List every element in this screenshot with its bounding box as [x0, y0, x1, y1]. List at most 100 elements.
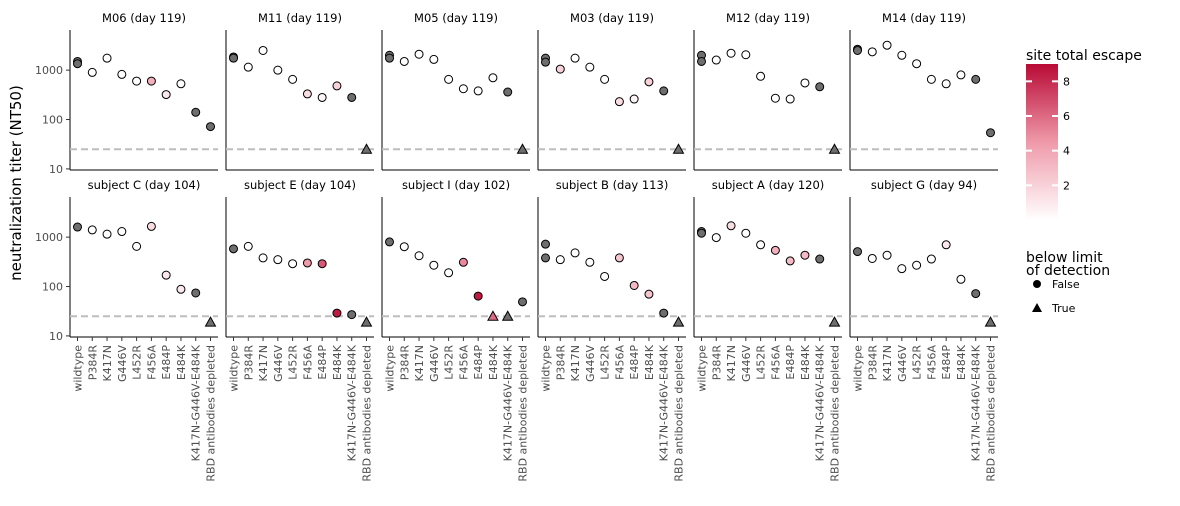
data-point-triangle [672, 143, 685, 154]
data-point [555, 64, 565, 74]
data-point [555, 255, 565, 265]
data-point [926, 254, 936, 264]
data-point [444, 74, 454, 84]
data-point [73, 222, 82, 232]
data-point [585, 257, 595, 267]
data-point [161, 270, 171, 280]
data-point [926, 74, 936, 84]
data-point [473, 86, 483, 96]
x-tick-label: wildtype [852, 345, 865, 392]
data-point [243, 241, 253, 251]
x-tick-label: E484K [799, 344, 812, 380]
x-tick-label: K417N [101, 345, 114, 381]
data-point [473, 291, 483, 301]
data-point [399, 56, 409, 66]
y-tick-label: 10 [49, 163, 63, 176]
data-point [541, 57, 550, 67]
data-point [161, 90, 171, 100]
x-tick-label: F456A [145, 345, 158, 380]
data-point [117, 227, 127, 237]
colorbar-tick-label: 8 [1063, 75, 1070, 88]
data-point [73, 59, 82, 69]
x-tick-label: wildtype [696, 345, 709, 392]
data-point [785, 256, 795, 266]
data-point [288, 74, 298, 84]
data-point [726, 221, 736, 231]
x-tick-label: K417N [569, 345, 582, 381]
legend-triangle-marker [1032, 303, 1042, 312]
data-point-triangle [672, 316, 685, 327]
panel-title: M05 (day 119) [414, 11, 498, 25]
data-point [414, 251, 424, 261]
data-point [458, 257, 468, 267]
panel-title: subject G (day 94) [871, 178, 977, 192]
data-point [800, 78, 810, 88]
data-point [711, 55, 721, 65]
x-tick-label: RBD antibodies depleted [205, 345, 218, 482]
data-point [644, 77, 654, 87]
x-tick-label: RBD antibodies depleted [517, 345, 530, 482]
data-point [971, 289, 981, 299]
data-point [956, 70, 966, 80]
x-tick-label: RBD antibodies depleted [829, 345, 842, 482]
data-point [132, 76, 142, 86]
data-point-triangle [516, 143, 529, 154]
data-point [176, 79, 186, 89]
panel-title: subject I (day 102) [402, 178, 510, 192]
data-point-triangle [204, 316, 217, 327]
color-legend: site total escape 2 4 6 8 [1026, 48, 1142, 220]
data-point [867, 253, 877, 263]
x-tick-label: P384R [710, 345, 723, 381]
x-tick-label: E484P [784, 345, 797, 380]
x-tick-label: G446V [584, 345, 597, 383]
data-point [243, 62, 253, 72]
data-point [176, 284, 186, 294]
data-point [317, 259, 327, 269]
data-point [132, 241, 142, 251]
panel-title: M11 (day 119) [258, 11, 342, 25]
x-tick-label: L452R [131, 345, 144, 380]
data-point [229, 244, 238, 254]
data-point [302, 89, 312, 99]
color-legend-title: site total escape [1026, 48, 1142, 64]
colorbar-tick-label: 6 [1063, 110, 1070, 123]
data-point [191, 288, 201, 298]
data-point [102, 229, 112, 239]
x-tick-label: K417N-G446V-E484K [658, 344, 671, 461]
data-point [385, 53, 394, 63]
x-tick-label: E484K [487, 344, 500, 380]
data-point [629, 94, 639, 104]
data-point [941, 79, 951, 89]
colorbar-ticks: 2 4 6 8 [1026, 75, 1070, 192]
x-tick-label: K417N-G446V-E484K [970, 344, 983, 461]
x-tick-label: K417N-G446V-E484K [814, 344, 827, 461]
data-point [273, 255, 283, 265]
x-tick-label: G446V [740, 345, 753, 383]
x-tick-label: K417N-G446V-E484K [346, 344, 359, 461]
data-point [756, 71, 766, 81]
data-point [399, 242, 409, 252]
x-tick-label: P384R [866, 345, 879, 381]
x-tick-label: F456A [769, 345, 782, 380]
panel-title: M12 (day 119) [726, 11, 810, 25]
x-tick-label: RBD antibodies depleted [673, 345, 686, 482]
data-point [258, 45, 268, 55]
data-point [87, 67, 97, 77]
x-tick-label: P384R [242, 345, 255, 381]
x-tick-label: G446V [896, 345, 909, 383]
legend-circle-marker [1033, 280, 1041, 288]
data-point [614, 97, 624, 107]
data-point [770, 93, 780, 103]
x-tick-label: K417N [257, 345, 270, 381]
panel-title: M03 (day 119) [570, 11, 654, 25]
data-point [429, 260, 439, 270]
y-tick-label: 1000 [35, 231, 63, 244]
data-point [332, 308, 342, 318]
x-tick-label: P384R [86, 345, 99, 381]
shape-legend-title-line1: below limit [1026, 250, 1103, 266]
x-tick-label: E484K [955, 344, 968, 380]
data-point [897, 264, 907, 274]
data-point [288, 259, 298, 269]
data-point [912, 260, 922, 270]
data-point [146, 221, 156, 231]
